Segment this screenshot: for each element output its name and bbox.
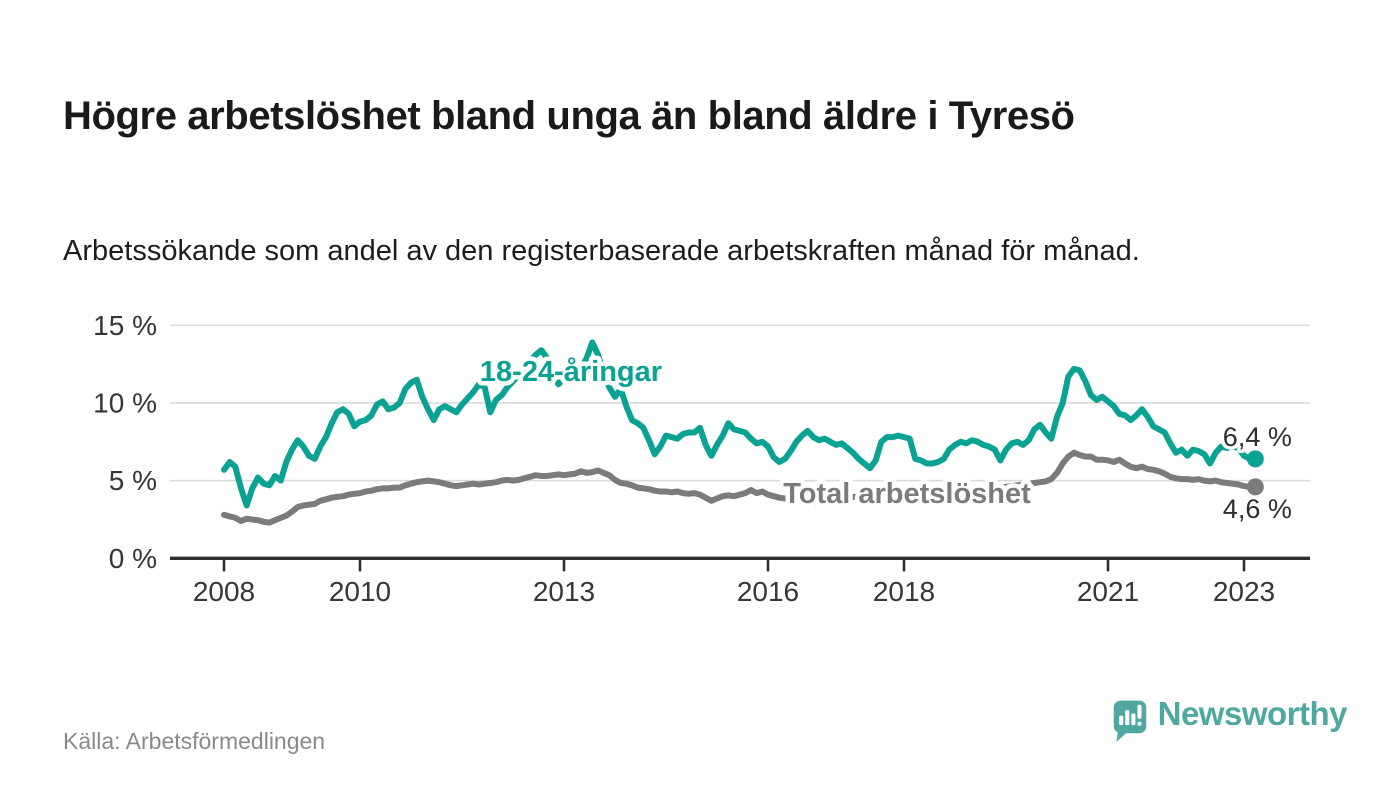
series-label-total: Total arbetslöshet — [783, 478, 1031, 510]
newsworthy-logo-icon — [1113, 700, 1147, 743]
series-end-value-total: 4,6 % — [1223, 494, 1292, 524]
page-title: Högre arbetslöshet bland unga än bland ä… — [63, 93, 1075, 138]
y-axis-tick-label: 10 % — [93, 387, 157, 418]
x-axis-tick-label: 2008 — [193, 576, 255, 607]
series-line-youth — [221, 339, 1259, 509]
series-line-total — [221, 449, 1259, 526]
x-axis-tick-label: 2016 — [737, 576, 799, 607]
x-axis-tick-label: 2018 — [873, 576, 935, 607]
x-axis-tick-label: 2023 — [1213, 576, 1275, 607]
series-end-value-youth: 6,4 % — [1223, 422, 1292, 452]
x-axis-tick-label: 2010 — [329, 576, 391, 607]
series-end-dot-youth — [1246, 450, 1264, 468]
source-credit: Källa: Arbetsförmedlingen — [63, 728, 326, 754]
y-axis-tick-label: 0 % — [109, 543, 157, 574]
newsworthy-logo-text: Newsworthy — [1157, 695, 1348, 732]
series-label-youth: 18-24-åringar — [480, 356, 662, 388]
y-axis-tick-label: 5 % — [109, 465, 157, 496]
chart-subtitle: Arbetssökande som andel av den registerb… — [63, 235, 1140, 267]
series-end-dot-total — [1246, 478, 1264, 496]
y-axis-tick-label: 15 % — [93, 310, 157, 341]
x-axis-tick-label: 2021 — [1077, 576, 1139, 607]
newsworthy-logo: Newsworthy — [1111, 688, 1348, 754]
x-axis-tick-label: 2013 — [533, 576, 595, 607]
